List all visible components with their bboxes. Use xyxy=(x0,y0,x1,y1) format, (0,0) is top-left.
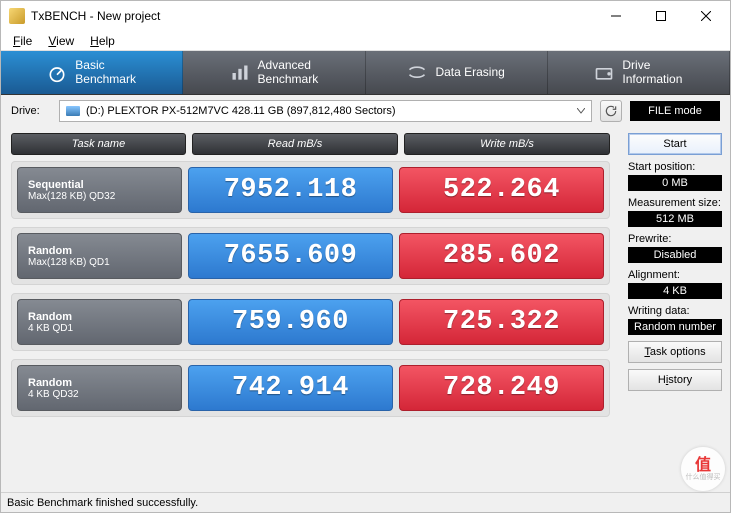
tab-label: BasicBenchmark xyxy=(75,59,136,87)
tab-basic-benchmark[interactable]: BasicBenchmark xyxy=(1,51,183,94)
task-row: Random Max(128 KB) QD1 7655.609 285.602 xyxy=(11,227,610,285)
start-position-value: 0 MB xyxy=(628,175,722,191)
chevron-down-icon xyxy=(577,108,585,114)
start-position-label: Start position: xyxy=(628,161,722,173)
tab-bar: BasicBenchmark AdvancedBenchmark Data Er… xyxy=(1,51,730,95)
tab-label: AdvancedBenchmark xyxy=(258,59,319,87)
tab-drive-information[interactable]: DriveInformation xyxy=(548,51,730,94)
header-read: Read mB/s xyxy=(192,133,398,155)
titlebar: TxBENCH - New project xyxy=(1,1,730,31)
task-label: Random Max(128 KB) QD1 xyxy=(17,233,182,279)
close-button[interactable] xyxy=(683,1,728,31)
read-result: 7952.118 xyxy=(188,167,393,213)
start-button[interactable]: Start xyxy=(628,133,722,155)
history-button[interactable]: History xyxy=(628,369,722,391)
drive-bar: Drive: (D:) PLEXTOR PX-512M7VC 428.11 GB… xyxy=(1,95,730,127)
task-row: Random 4 KB QD1 759.960 725.322 xyxy=(11,293,610,351)
task-row: Sequential Max(128 KB) QD32 7952.118 522… xyxy=(11,161,610,219)
prewrite-label: Prewrite: xyxy=(628,233,722,245)
menu-help[interactable]: Help xyxy=(84,34,121,48)
window-title: TxBENCH - New project xyxy=(31,9,593,23)
alignment-label: Alignment: xyxy=(628,269,722,281)
task-options-button[interactable]: Task options xyxy=(628,341,722,363)
drive-label: Drive: xyxy=(11,105,51,117)
writing-data-value: Random number xyxy=(628,319,722,335)
menubar: File View Help xyxy=(1,31,730,51)
tab-data-erasing[interactable]: Data Erasing xyxy=(366,51,548,94)
header-task-name: Task name xyxy=(11,133,186,155)
menu-file[interactable]: File xyxy=(7,34,38,48)
erase-icon xyxy=(407,63,427,83)
drive-select[interactable]: (D:) PLEXTOR PX-512M7VC 428.11 GB (897,8… xyxy=(59,100,592,122)
app-icon xyxy=(9,8,25,24)
measurement-size-label: Measurement size: xyxy=(628,197,722,209)
drive-selected-text: (D:) PLEXTOR PX-512M7VC 428.11 GB (897,8… xyxy=(86,105,396,117)
task-row: Random 4 KB QD32 742.914 728.249 xyxy=(11,359,610,417)
disk-icon xyxy=(66,106,80,116)
app-window: TxBENCH - New project File View Help Bas… xyxy=(0,0,731,513)
write-result: 725.322 xyxy=(399,299,604,345)
status-bar: Basic Benchmark finished successfully. xyxy=(1,492,730,512)
gauge-icon xyxy=(47,63,67,83)
menu-view[interactable]: View xyxy=(42,34,80,48)
file-mode-badge: FILE mode xyxy=(630,101,720,121)
write-result: 285.602 xyxy=(399,233,604,279)
minimize-button[interactable] xyxy=(593,1,638,31)
drive-icon xyxy=(594,63,614,83)
measurement-size-value: 512 MB xyxy=(628,211,722,227)
write-result: 728.249 xyxy=(399,365,604,411)
prewrite-value: Disabled xyxy=(628,247,722,263)
task-label: Sequential Max(128 KB) QD32 xyxy=(17,167,182,213)
read-result: 759.960 xyxy=(188,299,393,345)
task-label: Random 4 KB QD1 xyxy=(17,299,182,345)
reload-button[interactable] xyxy=(600,100,622,122)
tab-label: DriveInformation xyxy=(622,59,682,87)
read-result: 742.914 xyxy=(188,365,393,411)
maximize-button[interactable] xyxy=(638,1,683,31)
write-result: 522.264 xyxy=(399,167,604,213)
sidebar: Start Start position: 0 MB Measurement s… xyxy=(620,127,730,492)
results-panel: Task name Read mB/s Write mB/s Sequentia… xyxy=(1,127,620,492)
tab-label: Data Erasing xyxy=(435,66,504,80)
header-write: Write mB/s xyxy=(404,133,610,155)
read-result: 7655.609 xyxy=(188,233,393,279)
alignment-value: 4 KB xyxy=(628,283,722,299)
tab-advanced-benchmark[interactable]: AdvancedBenchmark xyxy=(183,51,365,94)
writing-data-label: Writing data: xyxy=(628,305,722,317)
refresh-icon xyxy=(604,104,618,118)
task-label: Random 4 KB QD32 xyxy=(17,365,182,411)
bars-icon xyxy=(230,63,250,83)
